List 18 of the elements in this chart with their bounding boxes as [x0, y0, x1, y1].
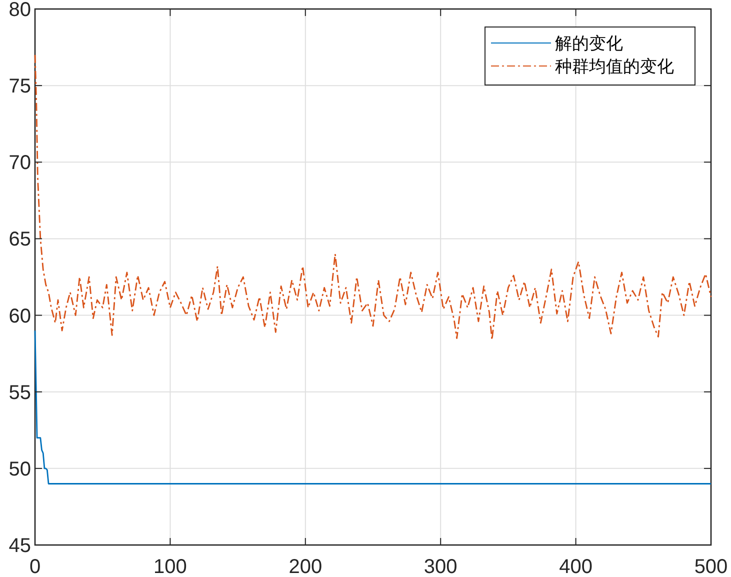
x-tick-label: 200 — [288, 556, 322, 577]
y-tick-label: 50 — [8, 458, 31, 480]
y-tick-label: 75 — [8, 76, 31, 98]
line-series — [34, 54, 712, 340]
y-tick-label: 70 — [8, 152, 31, 174]
y-tick-label: 55 — [8, 382, 31, 404]
legend-label: 种群均值的变化 — [555, 57, 674, 76]
y-tick-label: 65 — [8, 228, 31, 251]
x-tick-label: 100 — [154, 556, 187, 577]
line-series — [34, 330, 712, 484]
x-tick-label: 0 — [29, 556, 41, 577]
x-tick-label: 500 — [694, 556, 728, 577]
y-tick-label: 60 — [8, 305, 31, 328]
y-tick-label: 45 — [8, 535, 31, 557]
y-tick-label: 80 — [8, 0, 31, 21]
x-tick-label: 300 — [424, 556, 458, 577]
legend-label: 解的变化 — [555, 34, 623, 53]
x-tick-label: 400 — [559, 556, 592, 577]
